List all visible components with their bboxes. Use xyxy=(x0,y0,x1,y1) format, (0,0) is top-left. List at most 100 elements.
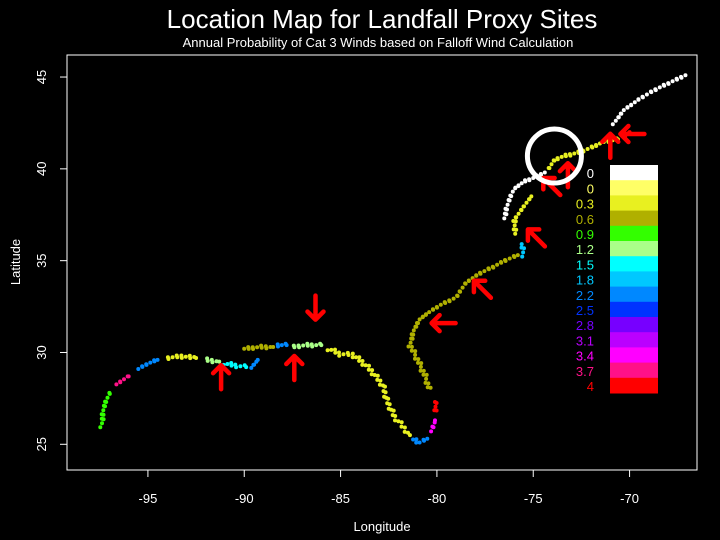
proxy-site-dot xyxy=(251,347,256,351)
proxy-site-dot xyxy=(559,154,564,159)
proxy-site-dot xyxy=(279,343,284,348)
landfall-arrow xyxy=(429,312,458,334)
proxy-site-dot xyxy=(188,356,193,361)
proxy-site-dot xyxy=(508,193,513,198)
proxy-site-dot xyxy=(225,362,230,366)
proxy-site-dot xyxy=(551,158,556,163)
landfall-arrow xyxy=(525,227,548,249)
legend-label: 3.7 xyxy=(576,364,594,379)
proxy-site-dot xyxy=(249,365,254,370)
proxy-site-dot xyxy=(513,186,518,191)
proxy-site-dot xyxy=(276,344,280,349)
landfall-arrow xyxy=(600,131,621,161)
proxy-site-dot xyxy=(329,347,334,352)
legend-swatch xyxy=(610,377,658,394)
proxy-site-dot xyxy=(443,301,448,305)
proxy-site-dot xyxy=(107,390,112,395)
proxy-site-dot xyxy=(431,307,436,312)
proxy-site-dot xyxy=(415,321,419,325)
proxy-site-dot xyxy=(414,440,419,445)
proxy-site-dot xyxy=(194,355,199,360)
y-tick-label: 25 xyxy=(34,437,49,451)
proxy-site-dot xyxy=(657,85,662,90)
proxy-site-dot xyxy=(474,273,479,278)
legend-label: 2.5 xyxy=(576,303,594,318)
proxy-site-dot xyxy=(152,359,157,364)
proxy-site-dot xyxy=(519,207,523,212)
legend-label: 1.2 xyxy=(576,242,594,257)
proxy-site-dot xyxy=(333,350,338,355)
proxy-site-dot xyxy=(640,95,645,100)
x-tick-label: -75 xyxy=(524,491,543,506)
proxy-site-dot xyxy=(114,382,119,387)
proxy-site-dot xyxy=(367,363,371,368)
proxy-site-dot xyxy=(679,75,684,80)
proxy-site-dot xyxy=(148,360,153,365)
landfall-arrow xyxy=(210,362,232,392)
proxy-site-dot xyxy=(423,312,428,317)
proxy-site-dot xyxy=(460,285,465,290)
proxy-site-dot xyxy=(341,352,346,357)
proxy-site-dot xyxy=(519,245,524,250)
proxy-site-dot xyxy=(217,359,222,364)
proxy-site-dot xyxy=(264,346,269,351)
legend-swatch xyxy=(610,165,658,181)
proxy-site-dot xyxy=(360,362,365,367)
landfall-arrow xyxy=(305,293,326,322)
proxy-site-dot xyxy=(350,351,355,356)
legend-label: 0.6 xyxy=(576,212,594,227)
proxy-site-dot xyxy=(103,399,108,404)
proxy-site-dot xyxy=(427,310,432,315)
proxy-site-dot xyxy=(429,429,434,434)
proxy-site-dot xyxy=(423,380,428,385)
proxy-site-dot xyxy=(499,260,504,265)
proxy-site-dot xyxy=(255,345,260,350)
legend-swatch xyxy=(610,210,658,227)
proxy-site-dot xyxy=(183,354,188,359)
proxy-site-dot xyxy=(486,267,491,272)
proxy-site-dot xyxy=(166,357,171,361)
proxy-site-dot xyxy=(369,372,374,377)
legend-label: 2.2 xyxy=(576,288,594,303)
map-layer xyxy=(98,73,688,445)
y-tick-label: 35 xyxy=(34,253,49,267)
proxy-site-dot xyxy=(413,356,417,361)
proxy-site-dot xyxy=(399,420,404,425)
proxy-site-dot xyxy=(337,350,341,355)
proxy-site-dot xyxy=(409,336,414,341)
x-axis-label: Longitude xyxy=(353,519,410,534)
proxy-site-dot xyxy=(360,359,365,363)
proxy-site-dot xyxy=(512,255,517,259)
proxy-site-dot xyxy=(126,374,131,379)
proxy-site-dot xyxy=(420,315,425,320)
proxy-site-dot xyxy=(354,355,358,360)
proxy-site-dot xyxy=(98,425,103,430)
legend-swatch xyxy=(610,256,658,272)
proxy-site-dot xyxy=(519,181,524,186)
proxy-site-dot xyxy=(409,332,414,337)
proxy-site-dot xyxy=(413,352,418,357)
legend-swatch xyxy=(610,180,658,196)
proxy-site-dot xyxy=(407,433,412,438)
proxy-site-dot xyxy=(297,345,302,350)
proxy-site-dot xyxy=(99,412,104,417)
x-tick-label: -95 xyxy=(139,491,158,506)
legend-swatch xyxy=(610,195,658,212)
proxy-site-dot xyxy=(402,429,407,434)
proxy-site-dot xyxy=(432,400,437,405)
legend-label: 0.3 xyxy=(576,197,594,212)
proxy-site-dot xyxy=(491,265,496,270)
proxy-site-dot xyxy=(229,363,234,368)
proxy-site-dot xyxy=(366,367,371,372)
x-tick-label: -90 xyxy=(235,491,254,506)
proxy-site-dot xyxy=(387,402,392,407)
proxy-site-dot xyxy=(242,346,247,351)
proxy-site-dot xyxy=(555,157,560,162)
proxy-site-dot xyxy=(305,343,310,348)
proxy-site-dot xyxy=(513,215,518,220)
proxy-site-dot xyxy=(399,424,404,429)
proxy-site-dot xyxy=(418,368,423,373)
proxy-site-dot xyxy=(337,353,342,358)
legend-label: 1.8 xyxy=(576,273,594,288)
